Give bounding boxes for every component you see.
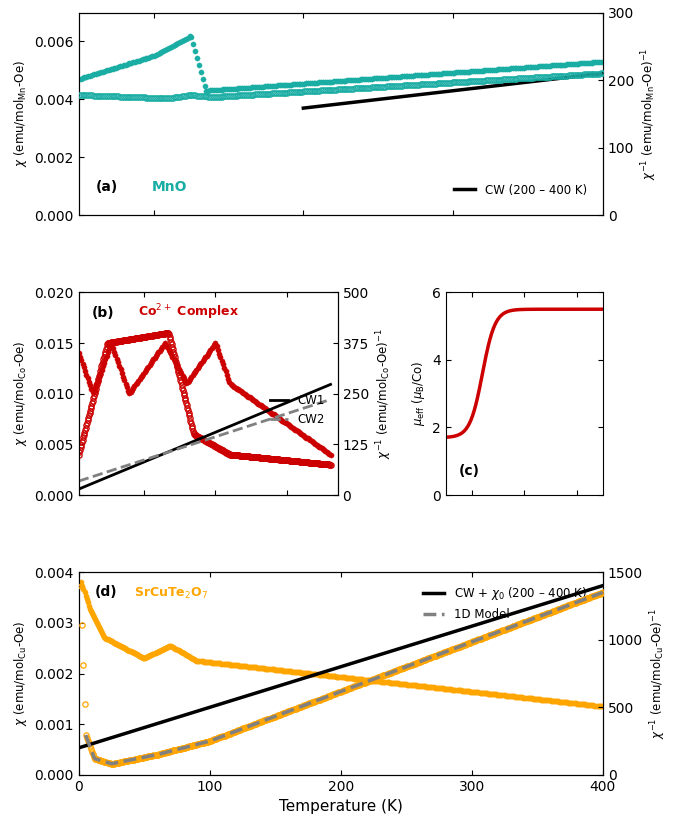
Text: (c): (c) <box>458 463 480 478</box>
Legend: CW + $\chi_0$ (200 – 400 K), 1D Model: CW + $\chi_0$ (200 – 400 K), 1D Model <box>419 580 592 625</box>
X-axis label: Temperature (K): Temperature (K) <box>279 799 403 814</box>
Y-axis label: $\chi^{-1}$ (emu/mol$_\mathregular{Cu}$-Oe)$^{-1}$: $\chi^{-1}$ (emu/mol$_\mathregular{Cu}$-… <box>648 608 668 739</box>
Y-axis label: $\mu_\mathregular{eff}$ ($\mu_\mathregular{B}$/Co): $\mu_\mathregular{eff}$ ($\mu_\mathregul… <box>410 361 427 427</box>
Text: MnO: MnO <box>152 180 188 194</box>
Text: Co$^{2+}$ Complex: Co$^{2+}$ Complex <box>138 303 240 322</box>
Y-axis label: $\chi$ (emu/mol$_\mathregular{Mn}$-Oe): $\chi$ (emu/mol$_\mathregular{Mn}$-Oe) <box>12 60 29 167</box>
Text: (d): (d) <box>95 585 117 600</box>
Y-axis label: $\chi^{-1}$ (emu/mol$_\mathregular{Co}$-Oe)$^{-1}$: $\chi^{-1}$ (emu/mol$_\mathregular{Co}$-… <box>375 328 394 459</box>
Text: (b): (b) <box>92 306 114 320</box>
Legend: CW (200 – 400 K): CW (200 – 400 K) <box>449 179 592 201</box>
Y-axis label: $\chi$ (emu/mol$_\mathregular{Co}$-Oe): $\chi$ (emu/mol$_\mathregular{Co}$-Oe) <box>12 341 29 447</box>
Text: SrCuTe$_2$O$_7$: SrCuTe$_2$O$_7$ <box>134 585 208 600</box>
Y-axis label: $\chi$ (emu/mol$_\mathregular{Cu}$-Oe): $\chi$ (emu/mol$_\mathregular{Cu}$-Oe) <box>12 620 29 726</box>
Text: (a): (a) <box>96 180 119 194</box>
Legend: CW1, CW2: CW1, CW2 <box>265 389 329 431</box>
Y-axis label: $\chi^{-1}$ (emu/mol$_\mathregular{Mn}$-Oe)$^{-1}$: $\chi^{-1}$ (emu/mol$_\mathregular{Mn}$-… <box>640 48 659 180</box>
